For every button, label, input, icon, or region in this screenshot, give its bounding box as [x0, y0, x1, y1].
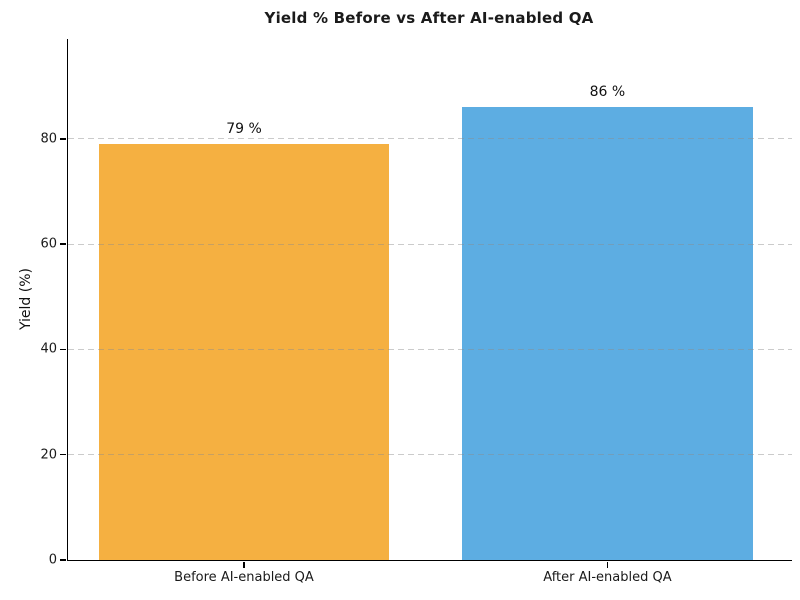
chart-title: Yield % Before vs After AI-enabled QA — [264, 9, 594, 27]
y-tick-label-0: 0 — [48, 552, 57, 568]
x-tick-mark-0 — [243, 562, 245, 568]
gridline-80 — [68, 138, 792, 140]
gridline-20 — [68, 454, 792, 456]
x-tick-label-0: Before AI-enabled QA — [174, 570, 314, 585]
y-tick-mark-80 — [60, 138, 66, 140]
y-tick-mark-20 — [60, 453, 66, 456]
y-tick-label-60: 60 — [40, 236, 57, 252]
y-tick-label-80: 80 — [40, 131, 57, 147]
x-tick-label-1: After AI-enabled QA — [543, 570, 672, 585]
gridline-40 — [68, 348, 792, 350]
bar-1 — [462, 107, 753, 560]
y-tick-mark-0 — [60, 559, 66, 561]
y-tick-mark-40 — [60, 348, 66, 351]
y-tick-mark-60 — [60, 243, 66, 245]
plot-area: 0 20 40 60 80 79 % Before AI-enabled QA 86 % Aft… — [40, 39, 792, 585]
bar-value-label-0: 79 % — [226, 121, 262, 138]
bar-value-label-1: 86 % — [589, 84, 626, 101]
y-tick-label-20: 20 — [40, 447, 57, 463]
x-tick-mark-1 — [606, 562, 609, 568]
y-tick-label-40: 40 — [40, 341, 57, 357]
bar-0 — [98, 144, 390, 560]
y-axis-label: Yield (%) — [18, 267, 34, 331]
gridline-60 — [68, 243, 792, 245]
